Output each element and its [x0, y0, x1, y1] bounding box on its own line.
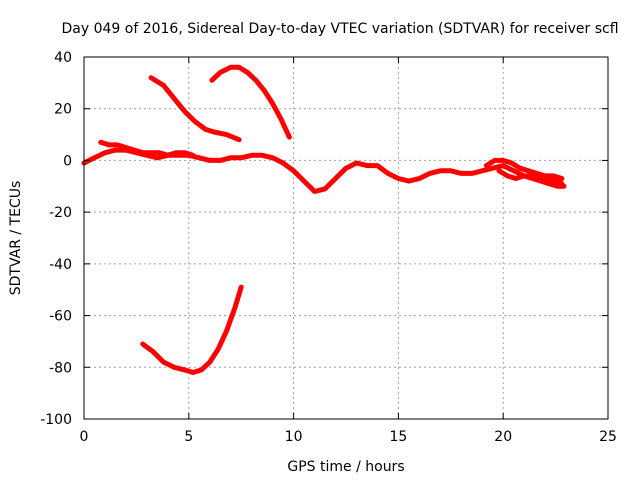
- y-tick-label: 20: [54, 102, 72, 118]
- y-tick-label: -40: [49, 257, 72, 273]
- series-layer: [81, 64, 567, 375]
- series-lower-arc: [140, 284, 244, 375]
- y-tick-label: -80: [49, 360, 72, 376]
- y-tick-label: -60: [49, 309, 72, 325]
- x-tick-label: 15: [389, 429, 407, 445]
- y-tick-label: -100: [40, 412, 72, 428]
- tick-layer: 0 5 10 15 20 25 -100 -80 -60 -40 -20 0 20 40: [40, 50, 617, 445]
- series-upper-arc-left: [148, 75, 242, 143]
- chart-title: Day 049 of 2016, Sidereal Day-to-day VTE…: [61, 21, 618, 37]
- x-tick-label: 0: [80, 429, 89, 445]
- x-tick-label: 25: [599, 429, 617, 445]
- series-right-lower-band: [496, 168, 567, 189]
- series-upper-band: [98, 139, 196, 158]
- y-tick-label: -20: [49, 205, 72, 221]
- x-tick-label: 10: [285, 429, 303, 445]
- x-tick-label: 20: [494, 429, 512, 445]
- x-tick-label: 5: [184, 429, 193, 445]
- y-axis-label: SDTVAR / TECUs: [8, 181, 24, 296]
- y-tick-label: 0: [63, 153, 72, 169]
- series-upper-arc-right: [209, 64, 292, 140]
- x-axis-label: GPS time / hours: [287, 459, 404, 475]
- grid-layer: [84, 57, 608, 419]
- y-tick-label: 40: [54, 50, 72, 66]
- plot-frame: [83, 56, 609, 420]
- series-right-band: [483, 157, 565, 181]
- series-main-band: [81, 147, 565, 194]
